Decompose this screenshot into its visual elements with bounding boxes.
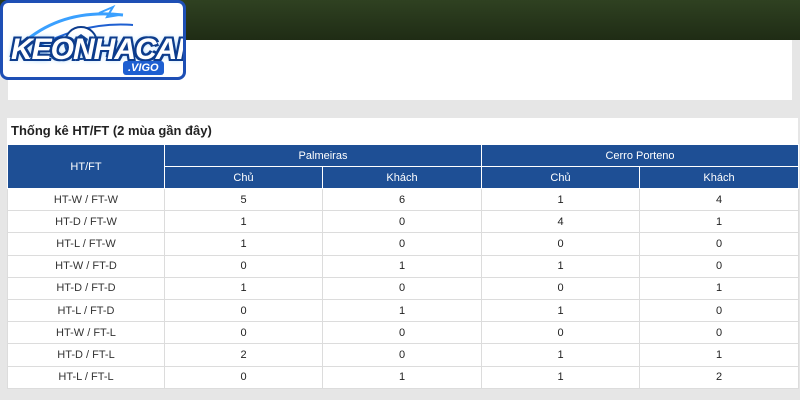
table-cell: 1	[481, 254, 640, 278]
section-title: Thống kê HT/FT (2 mùa gần đây)	[7, 118, 798, 144]
logo-domain: .VIGO	[123, 61, 164, 75]
table-cell: 1	[639, 210, 799, 234]
table-row: HT-D / FT-W 1 0 4 1	[7, 210, 799, 234]
team-header-cerro-porteno: Cerro Porteno	[481, 144, 799, 167]
table-row: HT-W / FT-W 5 6 1 4	[7, 187, 799, 212]
table-row: HT-W / FT-D 0 1 1 0	[7, 254, 799, 278]
table-cell: 1	[164, 276, 323, 300]
row-label: HT-L / FT-L	[7, 365, 165, 389]
table-cell: 0	[164, 254, 323, 278]
team-header-palmeiras: Palmeiras	[164, 144, 482, 167]
table-cell: 0	[322, 210, 482, 234]
cerro-home-header: Chủ	[481, 166, 640, 189]
palmeiras-away-header: Khách	[322, 166, 482, 189]
table-cell: 1	[322, 254, 482, 278]
table-cell: 0	[322, 321, 482, 345]
cerro-away-header: Khách	[639, 166, 799, 189]
table-cell: 1	[481, 298, 640, 323]
table-cell: 4	[481, 210, 640, 234]
table-cell: 1	[164, 232, 323, 256]
row-label: HT-L / FT-W	[7, 232, 165, 256]
table-cell: 1	[481, 365, 640, 389]
table-cell: 6	[322, 187, 482, 212]
table-cell: 0	[322, 276, 482, 300]
soccer-ball-icon	[22, 4, 134, 60]
table-cell: 0	[164, 298, 323, 323]
table-cell: 0	[639, 298, 799, 323]
logo-wordmark: KEONHACAI	[11, 33, 184, 66]
table-row: HT-L / FT-D 0 1 1 0	[7, 298, 799, 323]
table-cell: 1	[164, 210, 323, 234]
table-cell: 1	[639, 343, 799, 367]
palmeiras-home-header: Chủ	[164, 166, 323, 189]
table-cell: 2	[639, 365, 799, 389]
table-cell: 0	[639, 254, 799, 278]
row-label: HT-D / FT-D	[7, 276, 165, 300]
row-label: HT-D / FT-L	[7, 343, 165, 367]
table-cell: 1	[481, 187, 640, 212]
table-cell: 4	[639, 187, 799, 212]
table-cell: 0	[639, 321, 799, 345]
table-cell: 0	[322, 232, 482, 256]
table-row: HT-D / FT-L 2 0 1 1	[7, 343, 799, 367]
htft-table: HT/FT Palmeiras Cerro Porteno Chủ Khách …	[7, 144, 799, 389]
table-cell: 1	[481, 343, 640, 367]
table-row: HT-D / FT-D 1 0 0 1	[7, 276, 799, 300]
table-row: HT-L / FT-W 1 0 0 0	[7, 232, 799, 256]
row-label: HT-W / FT-D	[7, 254, 165, 278]
row-label: HT-D / FT-W	[7, 210, 165, 234]
table-cell: 0	[639, 232, 799, 256]
htft-column-header: HT/FT	[7, 144, 165, 189]
table-row: HT-W / FT-L 0 0 0 0	[7, 321, 799, 345]
table-cell: 0	[164, 365, 323, 389]
table-cell: 1	[639, 276, 799, 300]
table-cell: 1	[322, 365, 482, 389]
row-label: HT-W / FT-L	[7, 321, 165, 345]
table-cell: 2	[164, 343, 323, 367]
row-label: HT-W / FT-W	[7, 187, 165, 212]
htft-stats-card: Thống kê HT/FT (2 mùa gần đây) HT/FT Pal…	[7, 118, 799, 389]
table-cell: 5	[164, 187, 323, 212]
table-cell: 0	[164, 321, 323, 345]
table-cell: 0	[481, 276, 640, 300]
table-row: HT-L / FT-L 0 1 1 2	[7, 365, 799, 389]
banner-background-image	[180, 0, 800, 40]
table-cell: 0	[481, 321, 640, 345]
table-cell: 0	[481, 232, 640, 256]
row-label: HT-L / FT-D	[7, 298, 165, 323]
table-cell: 0	[322, 343, 482, 367]
table-cell: 1	[322, 298, 482, 323]
site-logo[interactable]: KEONHACAI .VIGO	[0, 0, 186, 80]
